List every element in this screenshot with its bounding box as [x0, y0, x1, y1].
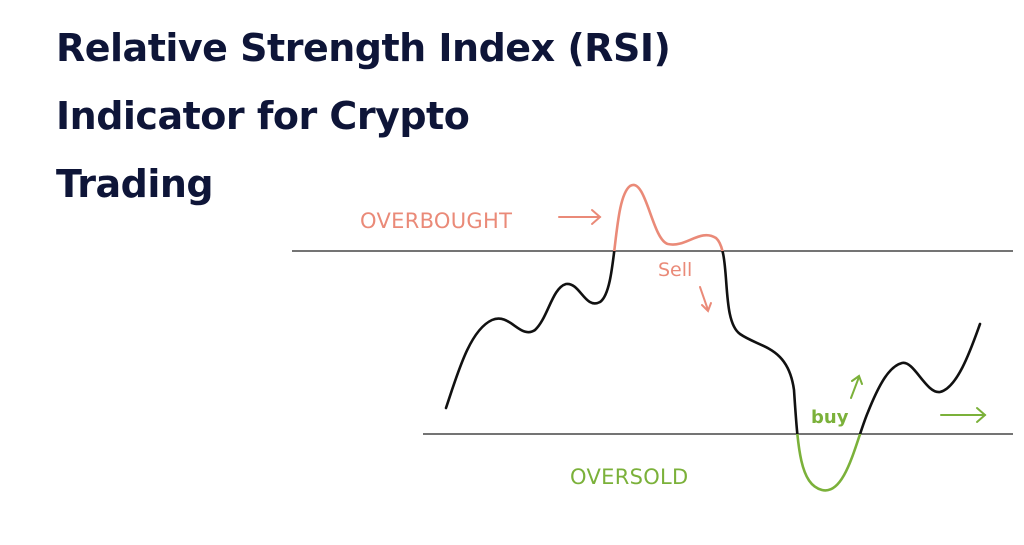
oversold-label: OVERSOLD — [570, 465, 689, 489]
sell-label: Sell — [658, 259, 692, 281]
arrow-right-icon — [940, 407, 987, 423]
rsi-curve-overbought — [612, 183, 724, 251]
title-line-1: Relative Strength Index (RSI) — [56, 26, 671, 70]
title-line-2: Indicator for Crypto — [56, 94, 470, 138]
rsi-curve-middle — [444, 251, 982, 434]
rsi-curve — [444, 183, 982, 492]
rsi-curve-oversold — [796, 434, 862, 492]
arrow-right-icon — [558, 209, 602, 225]
arrow-down-right-icon — [699, 286, 712, 313]
arrow-up-right-icon — [850, 374, 863, 399]
overbought-label: OVERBOUGHT — [360, 209, 512, 233]
page-title: Relative Strength Index (RSI) Indicator … — [56, 14, 756, 218]
title-line-3: Trading — [56, 162, 214, 206]
buy-label: buy — [811, 407, 849, 428]
